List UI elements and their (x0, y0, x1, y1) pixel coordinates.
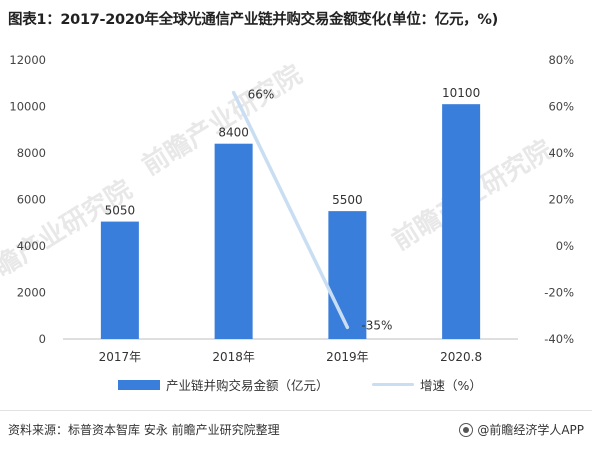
x-tick-label: 2017年 (99, 350, 142, 364)
bar (328, 211, 367, 339)
brand-logo-icon (459, 422, 474, 437)
y-right-tick-label: 0% (556, 239, 574, 253)
y-right-tick-label: -20% (544, 286, 574, 300)
bar (100, 221, 139, 339)
y-left-tick-label: 0 (39, 332, 46, 346)
brand-text: @前瞻经济学人APP (477, 423, 584, 437)
y-left-tick-label: 10000 (9, 100, 46, 114)
legend-bar-swatch (118, 379, 160, 390)
legend: 产业链并购交易金额（亿元） 增速（%） (0, 372, 592, 394)
line-value-label: 66% (248, 88, 275, 102)
y-right-tick-label: 20% (548, 193, 574, 207)
line-value-label: -35% (361, 318, 392, 332)
bar-value-label: 8400 (218, 126, 249, 140)
bar (214, 143, 253, 339)
chart-area: 0 2000 4000 6000 8000 10000 12000 -40% -20% 0% 20%… (9, 53, 574, 364)
bar (442, 104, 481, 339)
y-left-tick-label: 2000 (17, 286, 46, 300)
legend-item-bar: 产业链并购交易金额（亿元） (118, 375, 329, 394)
legend-bar-label: 产业链并购交易金额（亿元） (166, 378, 329, 393)
y-left-tick-label: 4000 (17, 239, 46, 253)
legend-line-swatch (372, 383, 414, 386)
y-right-tick-label: 80% (548, 53, 574, 67)
footer-divider (0, 410, 592, 411)
y-left-tick-label: 12000 (9, 53, 46, 67)
growth-line (231, 90, 350, 330)
bar-value-label: 5500 (332, 193, 363, 207)
y-left-tick-label: 6000 (17, 193, 46, 207)
x-tick-label: 2020.8 (440, 350, 482, 364)
x-tick-label: 2019年 (326, 350, 369, 364)
y-right-tick-label: -40% (544, 332, 574, 346)
brand-credit: @前瞻经济学人APP (459, 421, 584, 438)
y-left-tick-label: 8000 (17, 146, 46, 160)
source-note: 资料来源：标普资本智库 安永 前瞻产业研究院整理 (8, 423, 280, 437)
bar-value-label: 10100 (442, 86, 480, 100)
legend-line-label: 增速（%） (420, 378, 482, 393)
legend-item-line: 增速（%） (372, 375, 482, 394)
bar-value-label: 5050 (105, 204, 136, 218)
chart-title: 图表1：2017-2020年全球光通信产业链并购交易金额变化(单位：亿元，%) (8, 12, 498, 28)
y-right-tick-label: 60% (548, 100, 574, 114)
x-tick-label: 2018年 (212, 350, 255, 364)
y-right-tick-label: 40% (548, 146, 574, 160)
